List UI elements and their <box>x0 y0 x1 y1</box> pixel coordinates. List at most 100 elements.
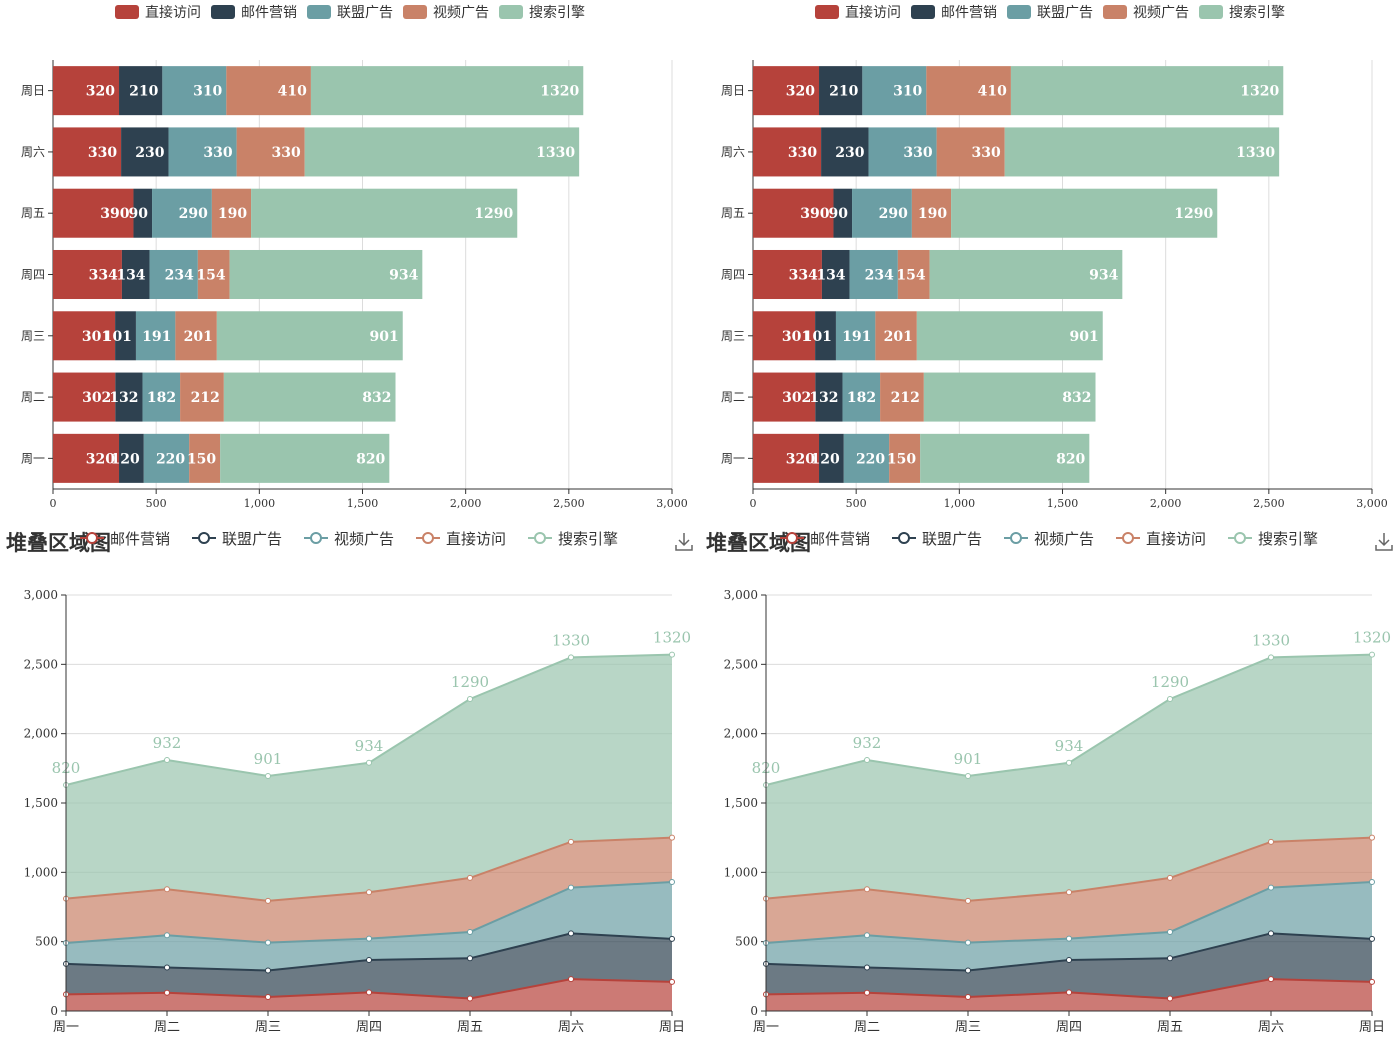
bar-segment[interactable] <box>1010 66 1284 116</box>
area-fill[interactable] <box>66 933 672 999</box>
area-fill[interactable] <box>766 882 1372 971</box>
bar-segment[interactable] <box>835 311 876 361</box>
data-point[interactable] <box>1066 759 1072 766</box>
data-point[interactable] <box>1167 955 1173 962</box>
bar-segment[interactable] <box>152 188 212 238</box>
data-point[interactable] <box>568 930 574 937</box>
data-point[interactable] <box>669 651 675 658</box>
data-point[interactable] <box>669 935 675 942</box>
bar-segment[interactable] <box>1004 127 1280 177</box>
bar-segment[interactable] <box>115 372 143 422</box>
data-point[interactable] <box>1066 956 1072 963</box>
legend-item[interactable]: 搜索引擎 <box>1199 4 1285 21</box>
bar-segment[interactable] <box>168 127 237 177</box>
bar-segment[interactable] <box>310 66 584 116</box>
data-point[interactable] <box>265 967 271 974</box>
legend-item[interactable]: 邮件营销 <box>80 530 170 548</box>
bar-segment[interactable] <box>916 311 1103 361</box>
data-point[interactable] <box>965 993 971 1000</box>
bar-segment[interactable] <box>926 66 1011 116</box>
data-point[interactable] <box>1268 976 1274 983</box>
bar-segment[interactable] <box>819 433 844 483</box>
data-point[interactable] <box>366 759 372 766</box>
bar-segment[interactable] <box>175 311 217 361</box>
bar-segment[interactable] <box>819 66 863 116</box>
data-point[interactable] <box>669 879 675 886</box>
bar-segment[interactable] <box>223 372 396 422</box>
data-point[interactable] <box>864 964 870 971</box>
bar-segment[interactable] <box>911 188 952 238</box>
data-point[interactable] <box>1268 654 1274 661</box>
area-fill[interactable] <box>66 837 672 944</box>
legend-item[interactable]: 邮件营销 <box>211 5 297 21</box>
bar-segment[interactable] <box>815 311 836 361</box>
data-point[interactable] <box>366 989 372 996</box>
bar-segment[interactable] <box>753 249 822 300</box>
bar-segment[interactable] <box>121 127 169 177</box>
legend-item[interactable]: 搜索引擎 <box>499 4 585 21</box>
bar-segment[interactable] <box>197 249 230 300</box>
bar-segment[interactable] <box>821 127 869 177</box>
legend-item[interactable]: 联盟广告 <box>192 530 282 548</box>
bar-segment[interactable] <box>53 372 116 422</box>
legend-item[interactable]: 视频广告 <box>1103 5 1189 21</box>
bar-segment[interactable] <box>211 188 252 238</box>
bar-segment[interactable] <box>53 249 122 300</box>
data-point[interactable] <box>366 956 372 963</box>
bar-segment[interactable] <box>53 188 134 238</box>
bar-segment[interactable] <box>753 311 816 361</box>
legend-item[interactable]: 视频广告 <box>403 5 489 21</box>
bar-segment[interactable] <box>53 433 120 483</box>
bar-segment[interactable] <box>304 127 580 177</box>
data-point[interactable] <box>1066 889 1072 896</box>
bar-segment[interactable] <box>53 311 116 361</box>
bar-segment[interactable] <box>115 311 136 361</box>
data-point[interactable] <box>1066 935 1072 942</box>
bar-segment[interactable] <box>251 188 518 238</box>
data-point[interactable] <box>864 932 870 939</box>
bar-segment[interactable] <box>220 433 390 483</box>
bar-segment[interactable] <box>936 127 1005 177</box>
data-point[interactable] <box>265 772 271 779</box>
data-point[interactable] <box>669 834 675 841</box>
data-point[interactable] <box>1066 989 1072 996</box>
data-point[interactable] <box>864 989 870 996</box>
bar-segment[interactable] <box>119 433 144 483</box>
bar-segment[interactable] <box>753 127 822 177</box>
bar-segment[interactable] <box>833 188 853 238</box>
area-fill[interactable] <box>66 882 672 971</box>
legend-item[interactable]: 搜索引擎 <box>1228 530 1318 548</box>
bar-segment[interactable] <box>897 249 930 300</box>
data-point[interactable] <box>1167 995 1173 1002</box>
data-point[interactable] <box>467 955 473 962</box>
data-point[interactable] <box>1369 879 1375 886</box>
data-point[interactable] <box>1268 884 1274 891</box>
bar-segment[interactable] <box>226 66 311 116</box>
data-point[interactable] <box>467 995 473 1002</box>
data-point[interactable] <box>965 897 971 904</box>
data-point[interactable] <box>366 889 372 896</box>
legend-item[interactable]: 搜索引擎 <box>528 530 618 548</box>
legend-item[interactable]: 直接访问 <box>815 4 901 21</box>
legend-item[interactable]: 视频广告 <box>304 530 394 548</box>
bar-segment[interactable] <box>849 249 898 300</box>
bar-segment[interactable] <box>135 311 176 361</box>
data-point[interactable] <box>568 884 574 891</box>
legend-item[interactable]: 视频广告 <box>1004 530 1094 548</box>
bar-segment[interactable] <box>216 311 403 361</box>
download-icon[interactable] <box>1375 533 1393 551</box>
bar-segment[interactable] <box>842 372 881 422</box>
bar-segment[interactable] <box>142 372 181 422</box>
data-point[interactable] <box>467 874 473 881</box>
bar-segment[interactable] <box>119 66 163 116</box>
data-point[interactable] <box>164 989 170 996</box>
data-point[interactable] <box>1369 978 1375 985</box>
bar-segment[interactable] <box>923 372 1096 422</box>
bar-segment[interactable] <box>53 66 120 116</box>
bar-segment[interactable] <box>852 188 912 238</box>
bar-segment[interactable] <box>880 372 924 422</box>
bar-segment[interactable] <box>753 372 816 422</box>
bar-segment[interactable] <box>753 66 820 116</box>
bar-segment[interactable] <box>815 372 843 422</box>
data-point[interactable] <box>1369 834 1375 841</box>
